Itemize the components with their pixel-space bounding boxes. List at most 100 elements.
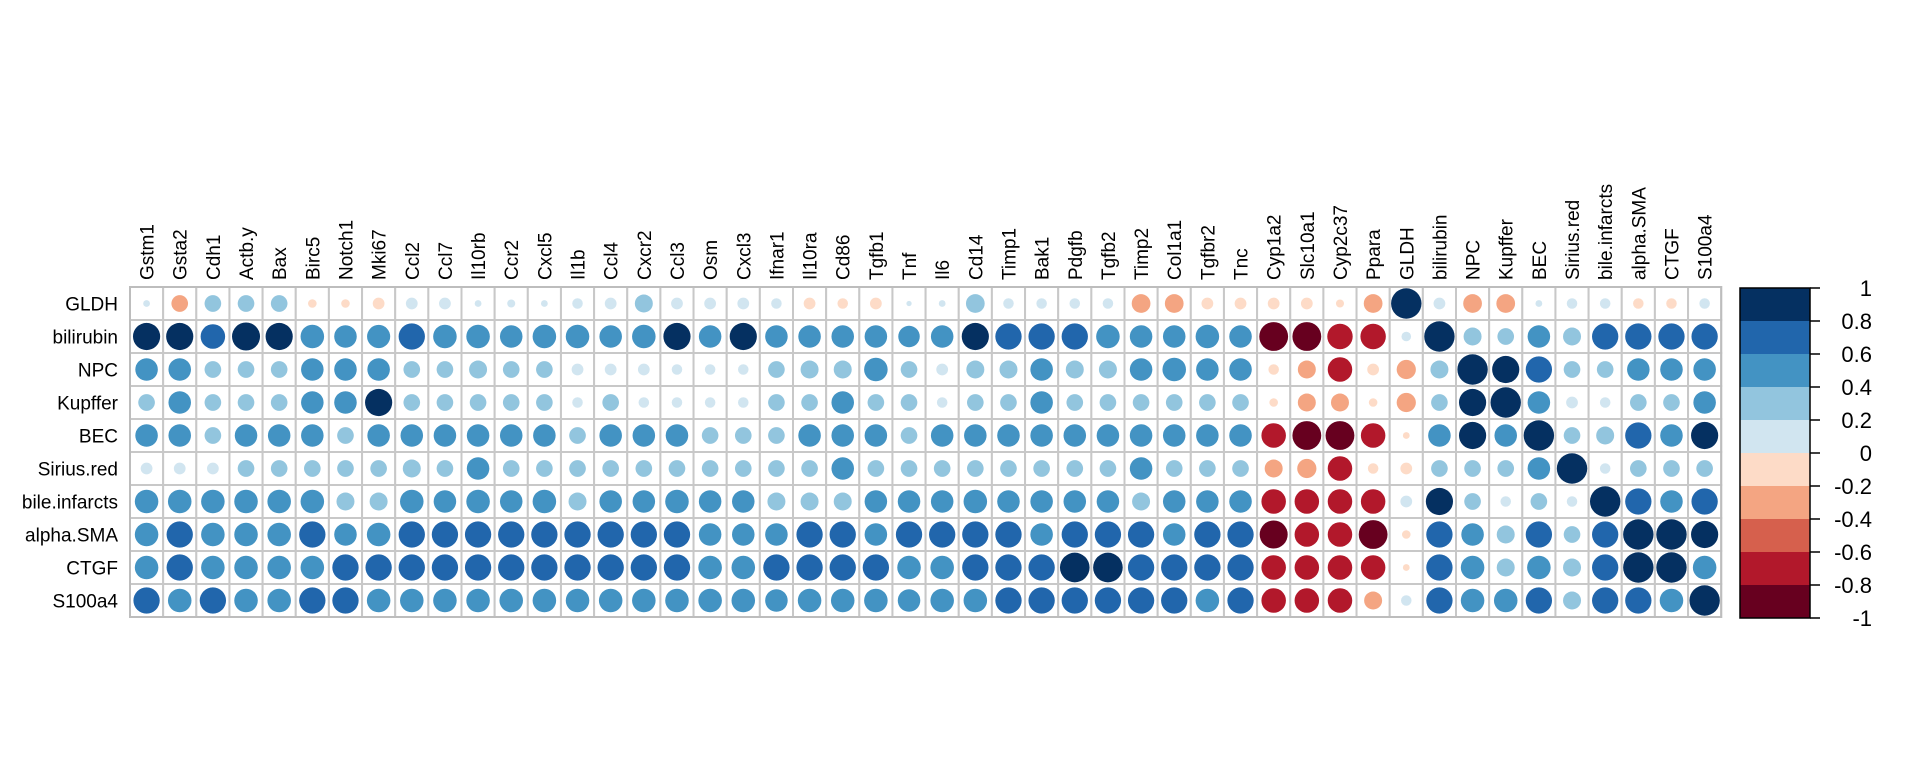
correlation-circle [961, 322, 989, 351]
correlation-circle [1527, 457, 1551, 480]
correlation-circle [1327, 522, 1353, 547]
correlation-circle [1596, 426, 1615, 445]
correlation-circle [1461, 523, 1484, 546]
correlation-circle [936, 397, 948, 408]
column-label: Cyp2c37 [1331, 205, 1352, 280]
correlation-circle [1401, 331, 1412, 342]
correlation-circle [698, 325, 722, 348]
correlation-circle [798, 424, 821, 447]
correlation-circle [1360, 323, 1386, 350]
correlation-circle [502, 460, 520, 477]
correlation-circle [602, 460, 620, 477]
legend-tick-label: 0.4 [1841, 375, 1872, 400]
row-label: bilirubin [53, 328, 118, 349]
correlation-circle [831, 325, 854, 348]
correlation-circle [1523, 420, 1555, 451]
correlation-circle [1061, 323, 1088, 350]
correlation-circle [698, 523, 722, 546]
correlation-circle [864, 523, 888, 546]
correlation-circle [201, 522, 225, 547]
correlation-circle [569, 460, 586, 477]
correlation-circle [1127, 554, 1155, 581]
correlation-circle [367, 424, 390, 447]
legend-tick-label: -0.8 [1834, 573, 1872, 598]
column-label: Tnc [1232, 248, 1253, 280]
correlation-circle [1127, 521, 1155, 548]
correlation-circle [1492, 355, 1520, 384]
correlation-circle [801, 394, 818, 411]
correlation-circle [1692, 555, 1717, 580]
correlation-circle [206, 462, 219, 475]
correlation-circle [1330, 393, 1349, 412]
correlation-circle [1563, 558, 1582, 577]
correlation-circle [1426, 521, 1453, 548]
correlation-circle [1000, 460, 1017, 477]
correlation-circle [1599, 397, 1611, 408]
correlation-circle [234, 489, 258, 514]
correlation-circle [1563, 526, 1581, 543]
correlation-circle [701, 427, 719, 444]
correlation-circle [1527, 391, 1551, 414]
correlation-circle [1629, 460, 1647, 477]
correlation-circle [1229, 358, 1252, 381]
correlation-circle [565, 588, 590, 613]
correlation-circle [930, 424, 954, 447]
correlation-circle [134, 555, 159, 580]
correlation-circle [502, 394, 520, 411]
correlation-circle [400, 588, 424, 613]
correlation-circle [267, 424, 291, 447]
correlation-circle [135, 424, 158, 447]
correlation-circle [1162, 523, 1186, 546]
correlation-circle [1401, 530, 1411, 539]
column-label: Ccl2 [403, 242, 424, 280]
correlation-circle [433, 324, 457, 349]
correlation-circle [1396, 392, 1416, 413]
correlation-circle [1093, 552, 1123, 583]
correlation-circle [133, 587, 160, 614]
correlation-circle [572, 298, 583, 309]
correlation-circle [270, 394, 288, 411]
correlation-circle [1500, 496, 1511, 507]
correlation-circle [1464, 493, 1481, 510]
correlation-circle [634, 294, 653, 313]
correlation-circle [768, 427, 785, 444]
legend-tick-label: 0.8 [1841, 309, 1872, 334]
correlation-circle [540, 300, 548, 307]
correlation-circle [531, 554, 558, 581]
legend-tick-label: 0.6 [1841, 342, 1872, 367]
correlation-circle [565, 324, 590, 349]
correlation-circle [341, 299, 350, 308]
column-label: Mki67 [370, 229, 391, 280]
correlation-circle [400, 489, 424, 514]
correlation-circle [1096, 324, 1120, 349]
correlation-circle [498, 521, 525, 548]
correlation-circle [436, 361, 454, 378]
column-label: Tgfbr2 [1198, 225, 1219, 280]
correlation-circle [604, 297, 617, 310]
correlation-circle [167, 588, 192, 613]
correlation-circle [698, 490, 722, 513]
correlation-circle [837, 298, 848, 309]
correlation-circle [1592, 323, 1619, 350]
column-label: Tnf [900, 252, 921, 280]
correlation-circle [171, 295, 189, 312]
correlation-circle [301, 424, 324, 447]
column-label: Kupffer [1497, 218, 1518, 280]
correlation-circle [204, 427, 222, 444]
correlation-circle [1425, 487, 1454, 516]
correlation-circle [765, 589, 788, 612]
correlation-circle [1061, 587, 1088, 614]
correlation-circle [1297, 360, 1316, 379]
correlation-circle [270, 460, 288, 477]
correlation-circle [1094, 587, 1122, 614]
correlation-circle [1294, 522, 1320, 547]
correlation-circle [405, 297, 418, 310]
correlation-circle [1033, 460, 1050, 477]
correlation-circle [831, 391, 854, 414]
correlation-circle [864, 424, 888, 447]
column-label: Timp1 [999, 228, 1020, 280]
correlation-circle [1096, 424, 1120, 447]
correlation-circle [1003, 298, 1014, 309]
correlation-circle [1364, 591, 1383, 610]
correlation-circle [1458, 388, 1487, 417]
